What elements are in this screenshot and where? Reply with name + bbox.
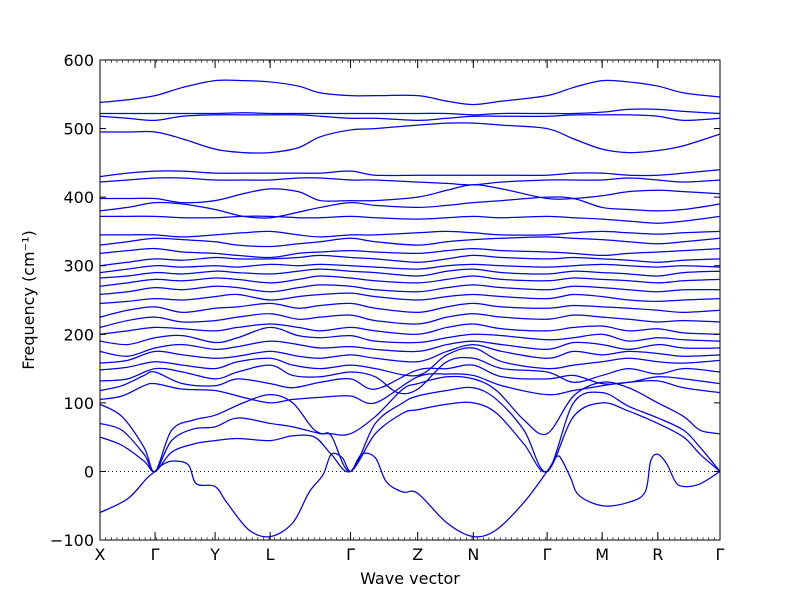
band-line-26 xyxy=(100,184,720,204)
band-line-30 xyxy=(100,114,720,122)
band-line-11 xyxy=(100,326,720,346)
band-line-15 xyxy=(100,292,720,305)
band-line-29 xyxy=(100,122,720,154)
band-line-28 xyxy=(100,169,720,178)
band-line-2 xyxy=(100,401,720,473)
x-tick-label: L xyxy=(266,545,275,564)
plot-frame xyxy=(99,59,721,541)
band-line-9 xyxy=(100,343,720,364)
y-tick-label: 600 xyxy=(63,51,94,70)
band-line-27 xyxy=(100,177,720,186)
band-line-7 xyxy=(100,356,720,395)
x-tick-label: Z xyxy=(412,545,423,564)
band-line-22 xyxy=(100,236,720,248)
band-line-32 xyxy=(100,79,720,106)
x-tick-label: Y xyxy=(209,545,220,564)
band-line-10 xyxy=(100,340,720,357)
y-tick-label: 0 xyxy=(84,462,94,481)
x-tick-label: Γ xyxy=(346,545,355,564)
x-axis-label: Wave vector xyxy=(360,569,460,588)
x-tick-label: Γ xyxy=(543,545,552,564)
band-line-1 xyxy=(100,452,720,538)
x-tick-label: Γ xyxy=(151,545,160,564)
band-line-13 xyxy=(100,313,720,329)
band-line-12 xyxy=(100,323,720,335)
band-line-16 xyxy=(100,284,720,296)
band-line-20 xyxy=(100,254,720,267)
x-tick-label: X xyxy=(95,545,106,564)
y-tick-label: −100 xyxy=(50,531,94,550)
band-line-6 xyxy=(100,364,720,392)
x-tick-label: M xyxy=(595,545,609,564)
band-line-14 xyxy=(100,302,720,318)
band-line-3 xyxy=(100,386,720,473)
x-tick-label: N xyxy=(467,545,479,564)
x-tick-label: Γ xyxy=(716,545,725,564)
y-tick-label: 300 xyxy=(63,257,94,276)
y-tick-label: 500 xyxy=(63,120,94,139)
y-axis-label: Frequency (cm⁻¹) xyxy=(19,230,38,369)
band-line-24 xyxy=(100,215,720,224)
band-line-17 xyxy=(100,275,720,287)
band-line-23 xyxy=(100,230,720,238)
band-line-4 xyxy=(100,375,720,473)
phonon-bands xyxy=(100,79,720,538)
band-line-31 xyxy=(100,108,720,116)
band-line-19 xyxy=(100,263,720,274)
y-tick-label: 200 xyxy=(63,325,94,344)
band-line-18 xyxy=(100,268,720,279)
y-tick-label: 100 xyxy=(63,394,94,413)
x-tick-label: R xyxy=(652,545,663,564)
y-axis-ticks: −100 0 100 200 300 400 500 600 xyxy=(50,51,720,550)
band-line-21 xyxy=(100,247,720,259)
y-tick-label: 400 xyxy=(63,188,94,207)
band-line-25 xyxy=(100,196,720,219)
band-line-8 xyxy=(100,347,720,377)
